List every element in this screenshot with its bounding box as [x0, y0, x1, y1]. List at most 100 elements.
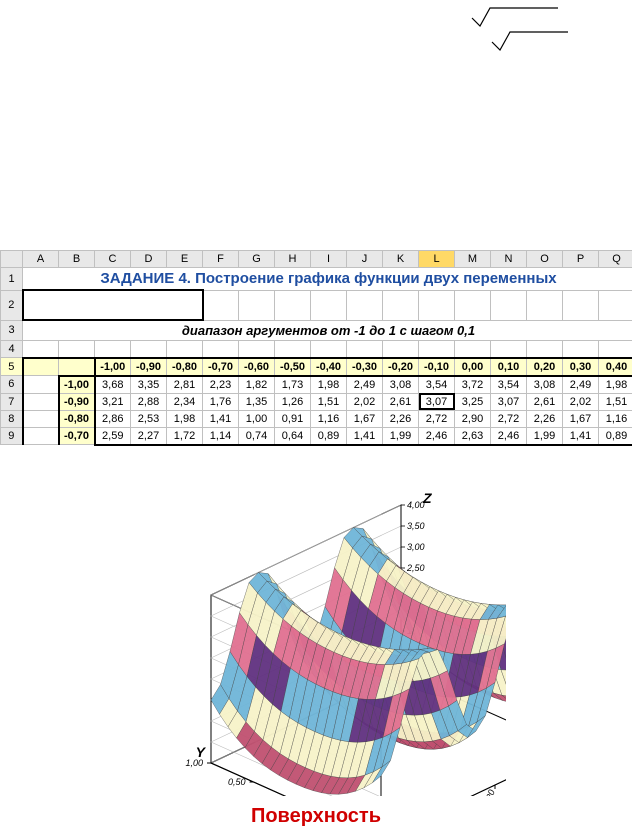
empty-cell [527, 290, 563, 320]
svg-text:3,00: 3,00 [407, 542, 425, 552]
data-cell[interactable]: 1,00 [239, 410, 275, 427]
column-header[interactable]: K [383, 251, 419, 268]
empty-cell [23, 341, 59, 358]
row-header[interactable]: 1 [1, 268, 23, 291]
data-cell[interactable]: 2,53 [131, 410, 167, 427]
column-header[interactable]: P [563, 251, 599, 268]
x-header-cell: -0,70 [203, 358, 239, 376]
column-header[interactable]: J [347, 251, 383, 268]
data-cell[interactable]: 2,02 [563, 393, 599, 410]
row-header[interactable]: 8 [1, 410, 23, 427]
data-cell[interactable]: 2,46 [491, 427, 527, 445]
column-header[interactable]: O [527, 251, 563, 268]
data-cell[interactable]: 0,89 [599, 427, 632, 445]
data-cell[interactable]: 2,90 [455, 410, 491, 427]
data-cell[interactable]: 1,16 [599, 410, 632, 427]
row-header[interactable]: 5 [1, 358, 23, 376]
column-header[interactable]: D [131, 251, 167, 268]
empty-cell [563, 290, 599, 320]
data-cell[interactable]: 1,51 [599, 393, 632, 410]
data-cell[interactable]: 1,41 [203, 410, 239, 427]
data-cell[interactable]: 2,72 [419, 410, 455, 427]
data-cell[interactable]: 2,63 [455, 427, 491, 445]
data-cell[interactable]: 2,49 [563, 376, 599, 394]
data-cell[interactable]: 2,61 [383, 393, 419, 410]
data-cell[interactable]: 1,35 [239, 393, 275, 410]
data-cell[interactable]: 1,67 [347, 410, 383, 427]
data-cell[interactable]: 2,34 [167, 393, 203, 410]
data-cell[interactable]: 2,26 [383, 410, 419, 427]
data-cell[interactable]: 2,81 [167, 376, 203, 394]
data-cell[interactable]: 3,07 [491, 393, 527, 410]
data-cell[interactable]: 0,89 [311, 427, 347, 445]
data-cell[interactable]: 1,72 [167, 427, 203, 445]
data-cell[interactable]: 3,35 [131, 376, 167, 394]
column-header[interactable]: I [311, 251, 347, 268]
data-cell[interactable]: 1,82 [239, 376, 275, 394]
data-cell[interactable]: 3,72 [455, 376, 491, 394]
row-header[interactable]: 9 [1, 427, 23, 445]
data-cell[interactable]: 1,98 [599, 376, 632, 394]
data-cell[interactable]: 1,99 [383, 427, 419, 445]
row-header[interactable]: 6 [1, 376, 23, 394]
corner-cell[interactable] [1, 251, 23, 268]
data-cell[interactable]: 1,41 [347, 427, 383, 445]
data-cell[interactable]: 1,26 [275, 393, 311, 410]
data-cell[interactable]: 2,46 [419, 427, 455, 445]
column-header[interactable]: Q [599, 251, 632, 268]
column-header[interactable]: H [275, 251, 311, 268]
data-cell[interactable]: 3,54 [419, 376, 455, 394]
empty-cell [347, 290, 383, 320]
data-cell[interactable]: 3,25 [455, 393, 491, 410]
data-cell[interactable]: 1,76 [203, 393, 239, 410]
column-header[interactable]: F [203, 251, 239, 268]
data-cell[interactable]: 3,21 [95, 393, 131, 410]
data-cell[interactable]: 2,88 [131, 393, 167, 410]
data-cell[interactable]: 1,99 [527, 427, 563, 445]
surface-chart: 0,000,501,001,502,002,503,003,504,00Z-1,… [126, 466, 506, 828]
column-header[interactable]: C [95, 251, 131, 268]
data-cell[interactable]: 0,64 [275, 427, 311, 445]
column-header[interactable]: E [167, 251, 203, 268]
data-cell[interactable]: 2,02 [347, 393, 383, 410]
sheet-title: ЗАДАНИЕ 4. Построение графика функции дв… [23, 268, 632, 291]
formula-box [23, 290, 203, 320]
row-header[interactable]: 7 [1, 393, 23, 410]
data-cell[interactable]: 3,07 [419, 393, 455, 410]
data-cell[interactable]: 2,23 [203, 376, 239, 394]
data-cell[interactable]: 1,14 [203, 427, 239, 445]
column-header[interactable]: M [455, 251, 491, 268]
empty-cell [491, 290, 527, 320]
data-cell[interactable]: 0,74 [239, 427, 275, 445]
data-cell[interactable]: 3,08 [383, 376, 419, 394]
column-header[interactable]: L [419, 251, 455, 268]
y-header-cell: -0,70 [59, 427, 95, 445]
data-cell[interactable]: 2,49 [347, 376, 383, 394]
data-cell[interactable]: 2,61 [527, 393, 563, 410]
data-cell[interactable]: 1,98 [311, 376, 347, 394]
data-cell[interactable]: 1,67 [563, 410, 599, 427]
data-cell[interactable]: 3,08 [527, 376, 563, 394]
data-cell[interactable]: 2,27 [131, 427, 167, 445]
data-cell[interactable]: 2,26 [527, 410, 563, 427]
row-header[interactable]: 4 [1, 341, 23, 358]
data-cell[interactable]: 1,51 [311, 393, 347, 410]
data-cell[interactable]: 1,16 [311, 410, 347, 427]
data-cell[interactable]: 3,68 [95, 376, 131, 394]
column-header[interactable]: G [239, 251, 275, 268]
column-header[interactable]: B [59, 251, 95, 268]
data-cell[interactable]: 1,98 [167, 410, 203, 427]
data-cell[interactable]: 1,73 [275, 376, 311, 394]
data-cell[interactable]: 3,54 [491, 376, 527, 394]
data-cell[interactable]: 2,59 [95, 427, 131, 445]
column-header[interactable]: N [491, 251, 527, 268]
data-cell[interactable]: 2,72 [491, 410, 527, 427]
spreadsheet: ABCDEFGHIJKLMNOPQ 1ЗАДАНИЕ 4. Построение… [0, 250, 632, 446]
column-header[interactable]: A [23, 251, 59, 268]
row-header[interactable]: 2 [1, 290, 23, 320]
empty-cell [239, 341, 275, 358]
data-cell[interactable]: 0,91 [275, 410, 311, 427]
data-cell[interactable]: 1,41 [563, 427, 599, 445]
row-header[interactable]: 3 [1, 320, 23, 341]
data-cell[interactable]: 2,86 [95, 410, 131, 427]
